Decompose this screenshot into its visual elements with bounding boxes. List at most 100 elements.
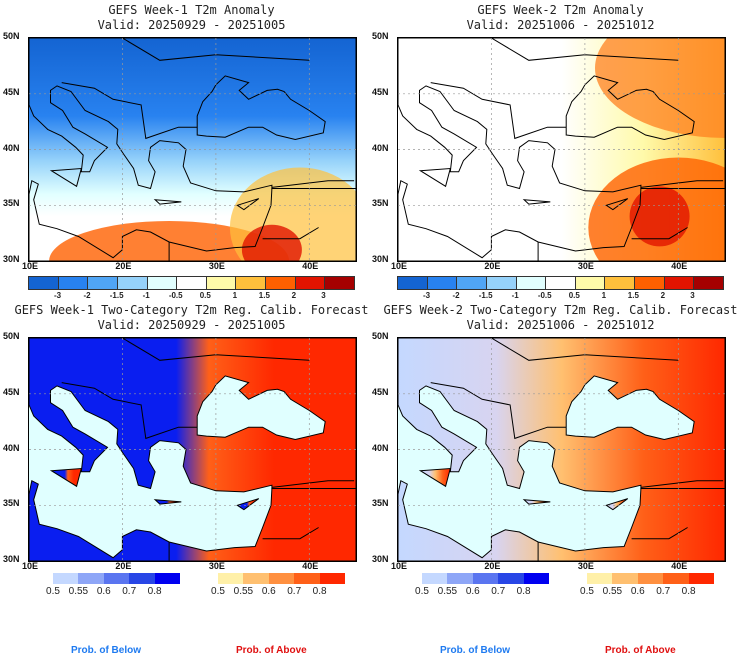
- anomaly-colorbar: [397, 276, 724, 290]
- lon-label: 30E: [208, 561, 225, 571]
- colorbar-swatch: [498, 573, 524, 584]
- lat-label: 35N: [3, 498, 20, 509]
- anomaly-colorbar: [28, 276, 355, 290]
- lon-label: 30E: [577, 561, 594, 571]
- colorbar-tick-label: -0.5: [168, 291, 183, 300]
- colorbar-swatch: [605, 277, 636, 289]
- colorbar-swatch: [58, 277, 89, 289]
- lat-label: 40N: [372, 142, 389, 153]
- panel-title: GEFS Week-2 T2m Anomaly: [477, 3, 644, 17]
- panel-title: GEFS Week-1 Two-Category T2m Reg. Calib.…: [14, 303, 369, 317]
- prob-above-colorbar: [218, 573, 346, 584]
- colorbar-swatch: [587, 573, 613, 584]
- panel-valid-dates: Valid: 20250929 - 20251005: [97, 18, 286, 32]
- colorbar-swatch: [427, 277, 458, 289]
- colorbar-swatch: [457, 277, 487, 289]
- colorbar-swatch: [472, 573, 499, 584]
- lat-label: 30N: [3, 254, 20, 264]
- prob-above-legend: Prob. of Above: [605, 645, 676, 656]
- prob-above-colorbar: [587, 573, 715, 584]
- colorbar-swatch: [268, 573, 295, 584]
- map-panel: [397, 37, 726, 262]
- colorbar-tick-label: 0.6: [630, 586, 645, 597]
- colorbar-tick-label: -1.5: [109, 291, 124, 300]
- map-panel: [28, 37, 357, 262]
- colorbar-tick-label: -1: [511, 291, 519, 300]
- colorbar-tick-label: 3: [321, 291, 326, 300]
- lon-label: 40E: [671, 261, 688, 271]
- colorbar-swatch: [688, 573, 715, 584]
- colorbar-swatch: [154, 573, 181, 584]
- colorbar-tick-label: 0.55: [233, 586, 254, 597]
- colorbar-swatch: [398, 277, 428, 289]
- prob-above-legend: Prob. of Above: [236, 645, 307, 656]
- panel-valid-dates: Valid: 20251006 - 20251012: [466, 318, 655, 332]
- colorbar-swatch: [486, 277, 517, 289]
- lat-label: 45N: [372, 386, 389, 397]
- colorbar-tick-label: 0.7: [122, 586, 137, 597]
- colorbar-tick-label: 2: [291, 291, 297, 300]
- colorbar-tick-label: 0.5: [46, 586, 60, 597]
- lat-label: 50N: [372, 331, 389, 341]
- colorbar-swatch: [103, 573, 130, 584]
- map-panel: [397, 337, 726, 562]
- lon-label: 40E: [302, 561, 319, 571]
- colorbar-swatch: [516, 277, 547, 289]
- colorbar-tick-label: 0.8: [147, 586, 162, 597]
- colorbar-tick-label: -0.5: [537, 291, 552, 300]
- lat-label: 35N: [372, 498, 389, 509]
- colorbar-swatch: [129, 573, 155, 584]
- colorbar-tick-label: 0.8: [681, 586, 696, 597]
- colorbar-swatch: [422, 573, 448, 584]
- colorbar-swatch: [694, 277, 724, 289]
- colorbar-tick-label: -3: [53, 291, 62, 300]
- lon-label: 10E: [391, 261, 408, 271]
- colorbar-tick-label: -2: [83, 291, 91, 300]
- colorbar-swatch: [447, 573, 473, 584]
- lat-label: 40N: [372, 442, 389, 453]
- colorbar-tick-label: 0.6: [465, 586, 480, 597]
- colorbar-tick-label: 1.5: [627, 291, 639, 300]
- lat-label: 45N: [372, 86, 389, 97]
- lon-label: 20E: [115, 561, 132, 571]
- lat-label: 30N: [372, 254, 389, 264]
- colorbar-swatch: [612, 573, 638, 584]
- colorbar-swatch: [294, 573, 320, 584]
- colorbar-tick-label: 0.5: [211, 586, 225, 597]
- lat-label: 35N: [3, 198, 20, 209]
- lon-label: 10E: [22, 261, 39, 271]
- lat-label: 45N: [3, 386, 20, 397]
- colorbar-tick-label: 0.8: [312, 586, 327, 597]
- colorbar-swatch: [546, 277, 576, 289]
- colorbar-tick-label: 0.6: [96, 586, 111, 597]
- panel-title: GEFS Week-1 T2m Anomaly: [108, 3, 275, 17]
- lon-label: 20E: [115, 261, 132, 271]
- colorbar-tick-label: 0.5: [199, 291, 211, 300]
- colorbar-swatch: [325, 277, 355, 289]
- lat-label: 40N: [3, 142, 20, 153]
- lon-label: 20E: [484, 261, 501, 271]
- lat-label: 30N: [3, 554, 20, 564]
- colorbar-tick-label: -1.5: [478, 291, 493, 300]
- colorbar-tick-label: 1.5: [258, 291, 270, 300]
- colorbar-swatch: [53, 573, 79, 584]
- colorbar-swatch: [177, 277, 207, 289]
- colorbar-tick-label: 1: [232, 291, 238, 300]
- colorbar-swatch: [664, 277, 695, 289]
- lat-label: 45N: [3, 86, 20, 97]
- panel-valid-dates: Valid: 20250929 - 20251005: [97, 318, 286, 332]
- lon-label: 20E: [484, 561, 501, 571]
- panel-title: GEFS Week-2 Two-Category T2m Reg. Calib.…: [383, 303, 738, 317]
- colorbar-tick-label: 0.5: [580, 586, 594, 597]
- colorbar-swatch: [319, 573, 346, 584]
- colorbar-tick-label: 0.55: [68, 586, 89, 597]
- prob-below-legend: Prob. of Below: [71, 645, 141, 656]
- lon-label: 10E: [22, 561, 39, 571]
- lat-label: 35N: [372, 198, 389, 209]
- lon-label: 40E: [302, 261, 319, 271]
- prob-below-colorbar: [422, 573, 550, 584]
- colorbar-swatch: [295, 277, 326, 289]
- lat-label: 30N: [372, 554, 389, 564]
- colorbar-swatch: [266, 277, 296, 289]
- colorbar-tick-label: 3: [690, 291, 695, 300]
